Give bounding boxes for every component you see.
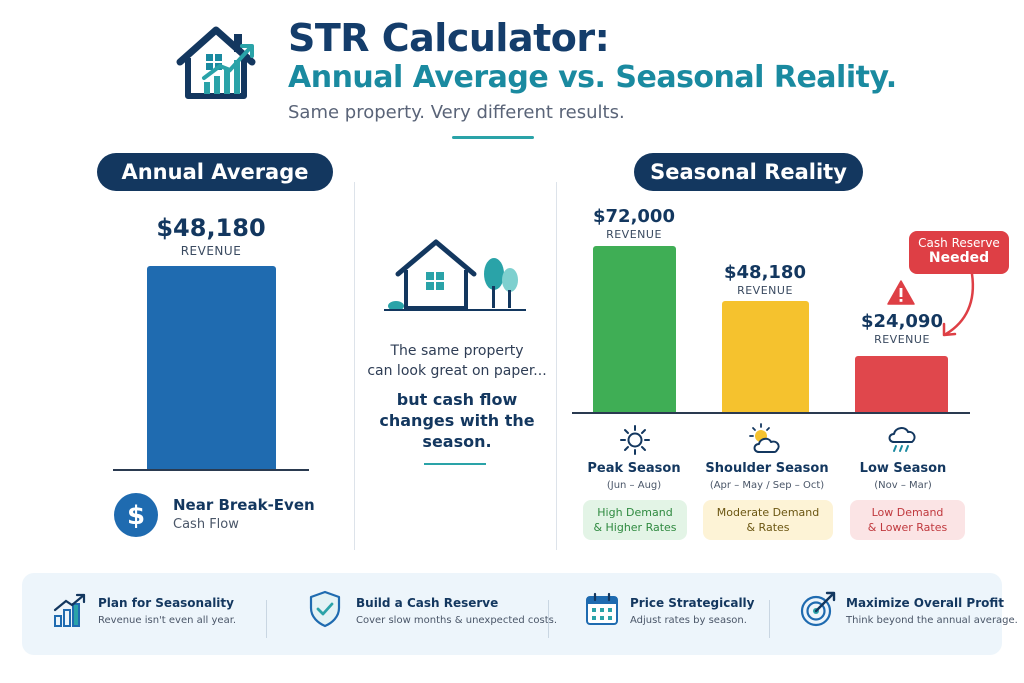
peak-tag-line-1: High Demand [597,506,673,519]
peak-season-name: Peak Season [587,461,681,476]
rain-cloud-icon [888,427,916,452]
house-growth-logo-icon [176,26,256,99]
left-divider [354,182,355,550]
annual-average-pill: Annual Average [97,153,333,191]
low-tag-line-2: & Lower Rates [867,521,948,534]
seasonal-reality-pill: Seasonal Reality [634,153,863,191]
middle-divider [424,463,486,465]
tip-2-desc: Cover slow months & unexpected costs. [356,615,558,626]
tip-2-title: Build a Cash Reserve [356,596,499,610]
shoulder-demand-tag: Moderate Demand & Rates [703,500,833,540]
low-demand-tag: Low Demand & Lower Rates [850,500,965,540]
low-season-range: (Nov – Mar) [874,480,932,491]
peak-tag-line-2: & Higher Rates [593,521,677,534]
title-line-1: STR Calculator: [288,16,610,60]
shield-check-icon [309,590,341,628]
middle-line-1: The same property [390,343,524,359]
calendar-icon [586,592,618,625]
callout-line-2: Needed [928,250,990,266]
middle-bold-3: season. [422,432,492,451]
tip-separator-1 [266,600,267,638]
tips-strip [22,573,1002,655]
rising-bar-chart-icon [53,593,86,627]
callout-arrow-icon [942,272,975,337]
tip-4-title: Maximize Overall Profit [846,596,1004,610]
shoulder-season-name: Shoulder Season [705,461,829,476]
target-arrow-icon [800,591,836,627]
house-trees-icon [384,239,526,311]
right-divider [556,182,557,550]
low-value-label: REVENUE [874,333,930,346]
dollar-circle-icon: $ [114,493,158,537]
shoulder-tag-line-1: Moderate Demand [716,506,820,519]
annual-value-label: REVENUE [180,244,242,258]
annual-value: $48,180 [156,214,266,242]
tip-1-desc: Revenue isn't even all year. [98,615,237,626]
low-season-name: Low Season [859,461,947,476]
tip-separator-2 [548,600,549,638]
tip-3-desc: Adjust rates by season. [630,615,747,626]
subtitle: Same property. Very different results. [288,102,625,123]
low-tag-line-1: Low Demand [871,506,944,519]
annual-axis [113,469,309,471]
shoulder-tag-line-2: & Rates [746,521,790,534]
low-bar [855,356,948,412]
warning-icon [887,280,915,305]
peak-demand-tag: High Demand & Higher Rates [583,500,687,540]
middle-line-2: can look great on paper... [367,363,547,379]
break-even-sub: Cash Flow [173,517,239,532]
tip-1-title: Plan for Seasonality [98,596,234,610]
peak-value: $72,000 [593,206,675,227]
peak-bar [593,246,676,412]
title-line-2: Annual Average vs. Seasonal Reality. [288,60,897,95]
tip-3-title: Price Strategically [630,596,755,610]
cash-reserve-callout: Cash Reserve Needed [909,231,1009,274]
seasonal-axis [572,412,970,414]
shoulder-value: $48,180 [724,262,806,283]
peak-value-label: REVENUE [606,228,662,241]
shoulder-value-label: REVENUE [737,284,793,297]
title-divider [452,136,534,139]
sun-icon [620,425,650,455]
shoulder-bar [722,300,809,412]
tip-separator-3 [769,600,770,638]
break-even-title: Near Break-Even [173,496,315,514]
annual-bar [147,266,276,469]
low-value: $24,090 [861,311,943,332]
svg-text:$: $ [127,501,145,531]
callout-line-1: Cash Reserve [918,236,1000,250]
tip-4-desc: Think beyond the annual average. [846,615,1018,626]
peak-season-range: (Jun – Aug) [606,480,662,491]
partly-cloudy-icon [749,423,780,453]
shoulder-season-range: (Apr – May / Sep – Oct) [709,480,825,491]
middle-bold-1: but cash flow [396,390,518,409]
middle-bold-2: changes with the [379,411,535,430]
